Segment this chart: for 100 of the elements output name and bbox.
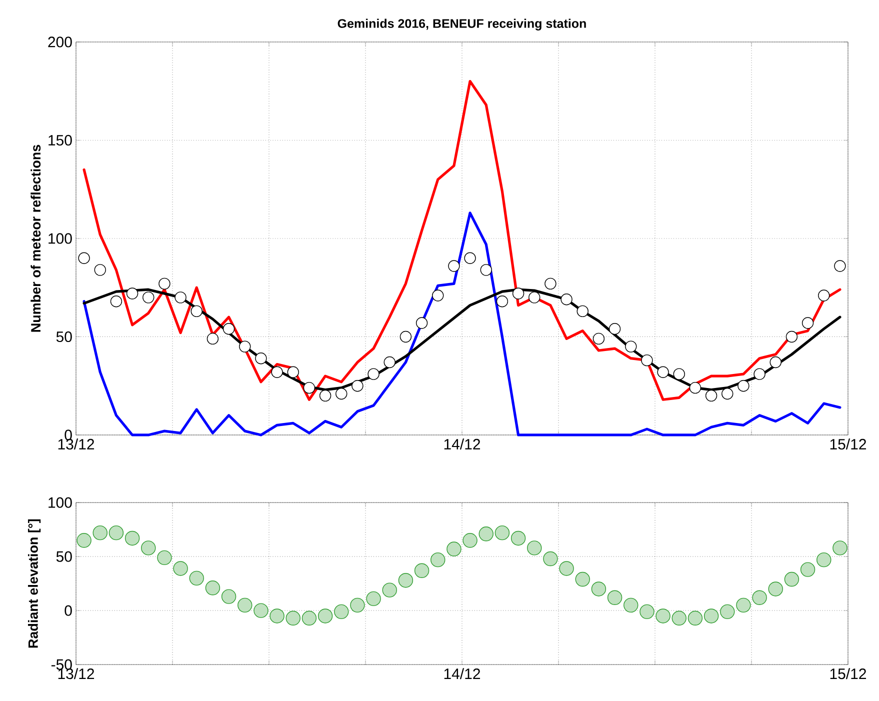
- y-tick-label: 150: [48, 134, 72, 146]
- point: [254, 603, 268, 618]
- point: [478, 526, 494, 542]
- point: [222, 323, 235, 335]
- y-tick-label: 0: [64, 605, 72, 616]
- point: [656, 608, 670, 624]
- point: [640, 604, 654, 620]
- point: [206, 332, 219, 345]
- point: [575, 572, 590, 587]
- point: [350, 598, 365, 613]
- point: [512, 288, 524, 300]
- point: [238, 598, 252, 613]
- point: [754, 368, 766, 380]
- point: [641, 354, 653, 366]
- y-tick-label: 200: [48, 36, 72, 48]
- point: [124, 530, 140, 546]
- point: [270, 608, 284, 624]
- point: [688, 610, 703, 626]
- point: [398, 572, 414, 588]
- point: [576, 305, 588, 318]
- point: [92, 525, 108, 540]
- point: [592, 332, 605, 345]
- point: [157, 550, 172, 566]
- point: [287, 366, 299, 378]
- point: [126, 288, 138, 300]
- point: [174, 292, 186, 304]
- chart-title: Geminids 2016, BENEUF receiving station: [338, 18, 586, 30]
- point: [770, 356, 782, 368]
- line-series: [82, 80, 842, 401]
- point: [352, 380, 364, 392]
- point: [494, 525, 510, 540]
- point: [736, 598, 751, 613]
- point: [239, 340, 251, 352]
- point: [625, 340, 637, 352]
- point: [816, 552, 832, 568]
- y-tick-label: 100: [48, 233, 72, 244]
- point: [528, 292, 540, 304]
- y-tick-label: 50: [56, 331, 72, 342]
- point: [76, 533, 92, 548]
- point: [624, 598, 638, 613]
- y-tick-label: 100: [48, 497, 72, 508]
- point: [318, 608, 333, 624]
- point: [448, 260, 460, 272]
- point: [414, 563, 430, 578]
- point: [768, 582, 783, 596]
- point: [543, 551, 558, 566]
- point: [800, 562, 816, 577]
- x-tick-label: 13/12: [58, 668, 94, 680]
- point: [832, 540, 848, 556]
- point: [591, 582, 606, 596]
- point: [560, 294, 572, 306]
- point: [704, 608, 719, 624]
- point: [527, 540, 542, 556]
- point: [510, 530, 526, 546]
- point: [672, 610, 686, 626]
- point: [432, 290, 444, 302]
- x-tick-label: 15/12: [830, 668, 866, 680]
- x-tick-label: 14/12: [444, 668, 480, 680]
- point: [416, 317, 428, 329]
- point: [190, 305, 202, 318]
- point: [784, 572, 800, 587]
- point: [255, 352, 267, 364]
- point: [818, 290, 830, 302]
- point: [271, 366, 283, 378]
- point: [189, 570, 204, 586]
- point: [462, 533, 478, 548]
- point: [752, 590, 767, 605]
- point: [446, 542, 462, 556]
- point: [738, 380, 750, 392]
- point: [286, 610, 300, 626]
- point: [608, 323, 621, 335]
- point: [559, 561, 574, 576]
- point: [384, 356, 396, 368]
- point: [689, 382, 702, 394]
- point: [657, 366, 669, 378]
- point: [141, 540, 156, 556]
- point: [302, 610, 317, 626]
- point: [802, 317, 814, 329]
- x-tick-label: 14/12: [444, 438, 480, 450]
- point: [786, 330, 798, 343]
- point: [303, 382, 316, 394]
- y-tick-label: 50: [56, 551, 72, 562]
- point: [382, 582, 397, 598]
- x-tick-label: 15/12: [830, 438, 866, 450]
- point: [607, 590, 622, 605]
- y-axis-title: Radiant elevation [°]: [28, 519, 41, 648]
- point: [368, 368, 380, 380]
- point: [334, 604, 349, 620]
- point: [173, 561, 188, 576]
- point: [400, 330, 412, 343]
- y-tick-label: -50: [51, 659, 72, 670]
- point: [221, 589, 236, 604]
- point: [430, 552, 446, 568]
- y-axis-title: Number of meteor reflections: [30, 144, 41, 332]
- x-tick-label: 13/12: [58, 438, 94, 450]
- point: [108, 525, 124, 540]
- point: [720, 604, 735, 620]
- point: [480, 264, 492, 276]
- point: [205, 580, 220, 596]
- point: [366, 591, 381, 606]
